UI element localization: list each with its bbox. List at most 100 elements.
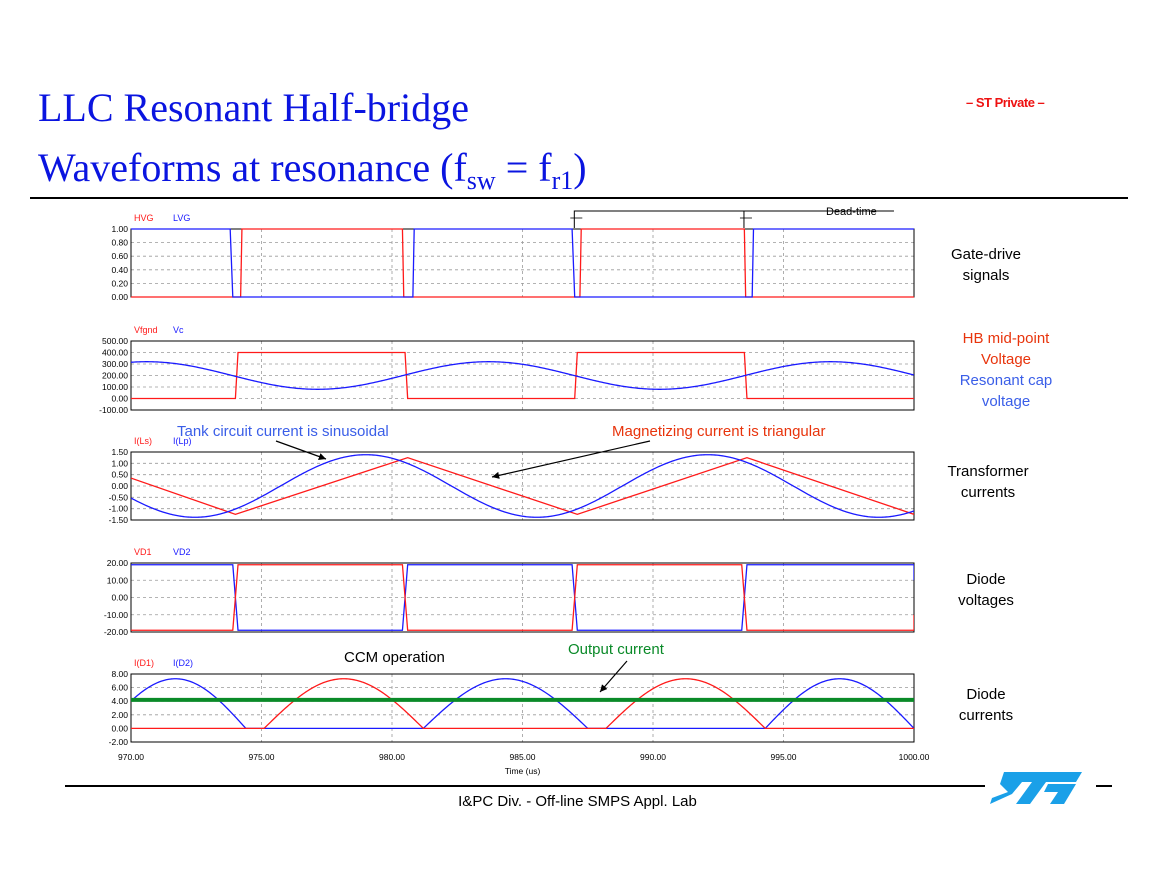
- side-label-diodei-line2: currents: [958, 707, 1014, 724]
- side-label-diodev-line2: voltages: [958, 592, 1014, 609]
- ytick-label-gate: 0.20: [111, 278, 128, 288]
- ytick-label-tank: -0.50: [109, 492, 129, 502]
- side-label-diodev-line1: Diode: [966, 571, 1006, 588]
- plot-frame-hb: [130, 340, 915, 411]
- series-HVG: [131, 228, 914, 298]
- xtick-label: 995.00: [771, 752, 797, 762]
- series-I(Lp): [131, 456, 914, 516]
- series-Vc: [131, 361, 914, 390]
- side-label-transformer-line1: Transformer: [947, 463, 1029, 480]
- ytick-label-hb: 200.00: [102, 371, 128, 381]
- xtick-label: 990.00: [640, 752, 666, 762]
- legend-diodei-1: I(D2): [173, 658, 193, 668]
- legend-hb-1: Vc: [173, 325, 184, 335]
- ytick-label-hb: 0.00: [111, 394, 128, 404]
- ytick-label-gate: 1.00: [111, 224, 128, 234]
- slide-title-line1: LLC Resonant Half-bridge: [38, 85, 469, 130]
- legend-diodev-0: VD1: [134, 547, 152, 557]
- footer-rule: [65, 785, 985, 787]
- ytick-label-gate: 0.40: [111, 265, 128, 275]
- legend-gate-1: LVG: [173, 213, 190, 223]
- slide-title-line2: Waveforms at resonance (fsw = fr1): [38, 146, 587, 203]
- annotation-output-current: Output current: [568, 641, 665, 658]
- ytick-label-tank: 0.50: [111, 470, 128, 480]
- title-sub-r1: r1: [551, 166, 574, 195]
- ytick-label-diodei: 4.00: [111, 696, 128, 706]
- xtick-label: 975.00: [249, 752, 275, 762]
- arrow-tank-current: [275, 440, 327, 460]
- side-label-hb-line2: Voltage: [980, 351, 1032, 368]
- title-sub-sw: sw: [466, 166, 496, 195]
- annotation-ccm-operation: CCM operation: [344, 649, 445, 666]
- plot-frame-gate: [130, 228, 915, 298]
- arrow-output-current: [599, 660, 628, 693]
- xtick-label: 970.00: [118, 752, 144, 762]
- ytick-label-diodei: 2.00: [111, 710, 128, 720]
- st-logo-icon: [990, 772, 1082, 804]
- ytick-label-diodev: -20.00: [104, 627, 128, 637]
- legend-tank-1: I(Lp): [173, 436, 192, 446]
- title-close: ): [573, 145, 587, 190]
- ytick-label-hb: 100.00: [102, 382, 128, 392]
- ytick-label-gate: 0.80: [111, 238, 128, 248]
- ytick-label-tank: -1.00: [109, 504, 129, 514]
- side-label-diode-currents: Diode currents: [901, 684, 1071, 726]
- ytick-label-diodev: 20.00: [107, 558, 129, 568]
- side-label-hb-line4: voltage: [981, 393, 1031, 410]
- legend-diodei-0: I(D1): [134, 658, 154, 668]
- plot-frame-diodev: [130, 562, 915, 633]
- ytick-label-tank: -1.50: [109, 515, 129, 525]
- side-label-hb-line3: Resonant cap: [959, 372, 1053, 389]
- confidentiality-label: – ST Private –: [966, 95, 1045, 110]
- ytick-label-hb: 300.00: [102, 359, 128, 369]
- dead-time-label: Dead-time: [826, 206, 877, 218]
- ytick-label-gate: 0.60: [111, 251, 128, 261]
- ytick-label-tank: 1.50: [111, 447, 128, 457]
- legend-hb-0: Vfgnd: [134, 325, 158, 335]
- ytick-label-diodei: 0.00: [111, 723, 128, 733]
- plot-frame-diodei: [130, 673, 915, 743]
- ytick-label-diodev: -10.00: [104, 610, 128, 620]
- ytick-label-gate: 0.00: [111, 292, 128, 302]
- legend-tank-0: I(Ls): [134, 436, 152, 446]
- ytick-label-hb: 500.00: [102, 336, 128, 346]
- ytick-label-tank: 1.00: [111, 458, 128, 468]
- ytick-label-diodev: 0.00: [111, 593, 128, 603]
- ytick-label-hb: 400.00: [102, 348, 128, 358]
- footer-rule-right: [1096, 785, 1112, 787]
- xtick-label: 980.00: [379, 752, 405, 762]
- panel-hb: [130, 340, 915, 411]
- ytick-label-hb: -100.00: [99, 405, 128, 415]
- panel-tank: [130, 451, 915, 521]
- side-label-transformer: Transformer currents: [903, 461, 1073, 503]
- legend-gate-0: HVG: [134, 213, 154, 223]
- series-VD2: [131, 564, 914, 631]
- side-label-gate-line2: signals: [962, 267, 1010, 284]
- xtick-label: 1000.00: [899, 752, 930, 762]
- side-label-gate: Gate-drive signals: [901, 244, 1071, 286]
- legend-diodev-1: VD2: [173, 547, 191, 557]
- ytick-label-diodei: -2.00: [109, 737, 129, 747]
- annotation-tank-current: Tank circuit current is sinusoidal: [177, 423, 389, 440]
- side-label-diodei-line1: Diode: [966, 686, 1006, 703]
- ytick-label-diodev: 10.00: [107, 575, 129, 585]
- side-label-transformer-line2: currents: [960, 484, 1016, 501]
- ytick-label-diodei: 8.00: [111, 669, 128, 679]
- x-axis-label: Time (us): [505, 766, 541, 776]
- series-LVG: [131, 228, 914, 298]
- plot-frame-tank: [130, 451, 915, 521]
- dead-time-bracket: [573, 210, 894, 228]
- side-label-gate-line1: Gate-drive: [950, 246, 1022, 263]
- series-I(Ls): [131, 454, 914, 518]
- side-label-hb-line1: HB mid-point: [962, 330, 1050, 347]
- side-label-diode-voltages: Diode voltages: [901, 569, 1071, 611]
- panel-diodev: [130, 562, 915, 633]
- side-label-hb: HB mid-point Voltage Resonant cap voltag…: [921, 328, 1091, 412]
- series-I(D1): [131, 678, 914, 730]
- title-eq: = f: [495, 145, 552, 190]
- ytick-label-diodei: 6.00: [111, 683, 128, 693]
- annotation-magnetizing-current: Magnetizing current is triangular: [612, 423, 825, 440]
- panel-gate: [130, 228, 915, 298]
- footer-text: I&PC Div. - Off-line SMPS Appl. Lab: [458, 793, 697, 810]
